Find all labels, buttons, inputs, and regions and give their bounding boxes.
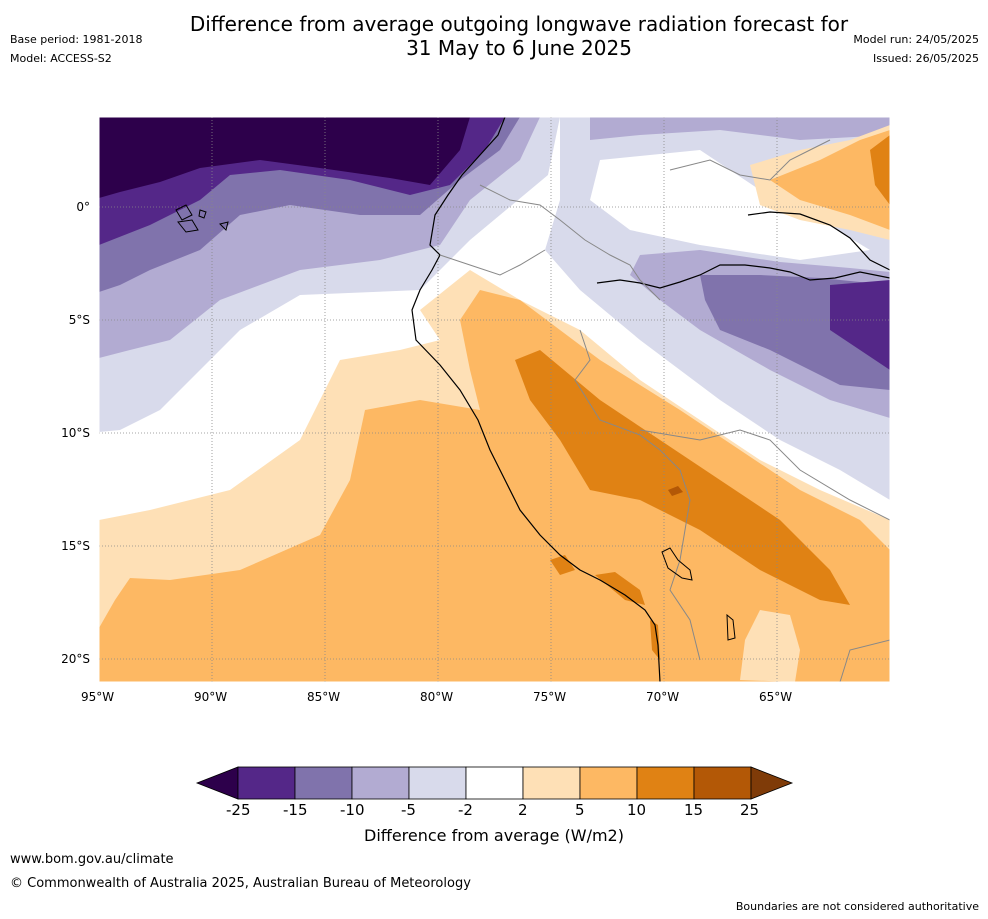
colorbar-swatch (237, 766, 296, 800)
lat-label-10s: 10°S (61, 426, 90, 440)
colorbar-swatch (294, 766, 353, 800)
colorbar-swatch (408, 766, 467, 800)
model-text: Model: ACCESS-S2 (10, 52, 112, 65)
page-title: Difference from average outgoing longwav… (0, 12, 988, 60)
contour-darkest-purple-nw (99, 117, 470, 198)
northern-river-line (747, 211, 890, 271)
cb-tick-2: 2 (518, 801, 528, 819)
base-period-text: Base period: 1981-2018 (10, 33, 143, 46)
cb-tick-25: 25 (740, 801, 760, 819)
coastline (411, 117, 661, 682)
contour-light-orange (99, 290, 890, 682)
contour-dark-orange-ne (870, 135, 890, 205)
contour-orange-patch-south (550, 555, 575, 575)
model-run-text: Model run: 24/05/2025 (853, 33, 979, 46)
contour-dark-purple-ne (830, 280, 890, 370)
colorbar-swatch (636, 766, 695, 800)
graticule (99, 117, 890, 682)
lake-titicaca (661, 547, 693, 581)
lat-label-15s: 15°S (61, 539, 90, 553)
cb-tick--5: -5 (401, 801, 416, 819)
colorbar-swatch (465, 766, 524, 800)
map-fill-layers (99, 117, 890, 682)
colorbar-swatch (522, 766, 581, 800)
cb-tick--15: -15 (283, 801, 308, 819)
cb-tick--2: -2 (458, 801, 473, 819)
colorbar-extend-high (750, 766, 794, 800)
contour-orange-ne (770, 130, 890, 230)
lon-label-95w: 95°W (81, 690, 115, 704)
contour-white-inner-ne (590, 150, 870, 260)
lat-label-0: 0° (76, 200, 90, 214)
title-line-2: 31 May to 6 June 2025 (406, 36, 632, 60)
colorbar-swatch (693, 766, 752, 800)
website-link[interactable]: www.bom.gov.au/climate (10, 852, 174, 867)
lat-label-20s: 20°S (61, 652, 90, 666)
cb-tick-5: 5 (575, 801, 585, 819)
copyright-text: © Commonwealth of Australia 2025, Austra… (10, 876, 471, 891)
colorbar-swatch (579, 766, 638, 800)
lon-label-80w: 80°W (420, 690, 454, 704)
lon-label-65w: 65°W (759, 690, 793, 704)
title-line-1: Difference from average outgoing longwav… (189, 12, 849, 36)
lon-label-85w: 85°W (307, 690, 341, 704)
map-frame (98, 116, 891, 683)
lon-label-70w: 70°W (646, 690, 680, 704)
lake-poopo (726, 613, 736, 641)
contour-light-orange-pocket-se (740, 610, 800, 682)
cb-tick-15: 15 (684, 801, 704, 819)
country-borders (439, 139, 890, 682)
disclaimer-text: Boundaries are not considered authoritat… (735, 900, 979, 913)
cb-tick--10: -10 (340, 801, 365, 819)
galapagos-islands (175, 204, 229, 233)
lon-label-90w: 90°W (194, 690, 228, 704)
colorbar-swatch (351, 766, 410, 800)
contour-orange-patch-southernmost (650, 620, 660, 660)
contour-orange-patch-coast (595, 572, 645, 605)
colorbar-extend-low (195, 766, 239, 800)
lon-label-75w: 75°W (533, 690, 567, 704)
lat-label-5s: 5°S (68, 313, 90, 327)
cb-tick-10: 10 (627, 801, 647, 819)
contour-light-purple-top-ne (590, 117, 890, 140)
colorbar-title: Difference from average (W/m2) (364, 826, 624, 845)
contour-dark-orange-patch (668, 486, 683, 496)
cb-tick--25: -25 (226, 801, 251, 819)
issued-text: Issued: 26/05/2025 (872, 52, 979, 65)
colorbar (195, 766, 794, 800)
